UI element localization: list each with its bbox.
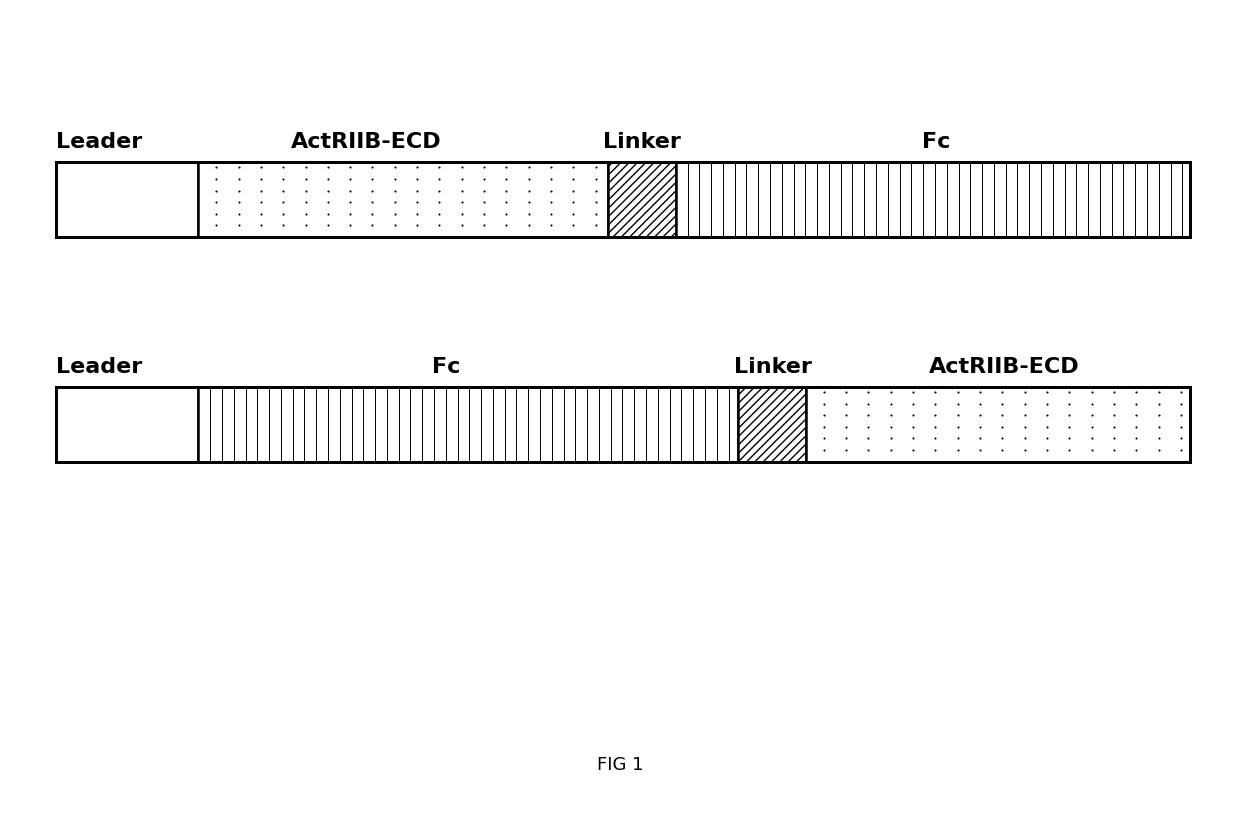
Text: ActRIIB-ECD: ActRIIB-ECD (290, 132, 441, 152)
Bar (56, 162, 1190, 237)
Bar (56, 162, 198, 237)
Text: Linker: Linker (604, 132, 681, 152)
Bar (56, 387, 198, 462)
Bar (738, 387, 806, 462)
Text: FIG 1: FIG 1 (596, 756, 644, 775)
Bar (198, 387, 738, 462)
Text: Fc: Fc (433, 357, 460, 377)
Bar (806, 387, 1190, 462)
Text: Fc: Fc (923, 132, 950, 152)
Text: Leader: Leader (56, 357, 143, 377)
Bar (198, 162, 608, 237)
Text: Linker: Linker (734, 357, 811, 377)
Bar (676, 162, 1190, 237)
Text: ActRIIB-ECD: ActRIIB-ECD (929, 357, 1080, 377)
Bar (608, 162, 676, 237)
Bar (56, 387, 1190, 462)
Text: Leader: Leader (56, 132, 143, 152)
